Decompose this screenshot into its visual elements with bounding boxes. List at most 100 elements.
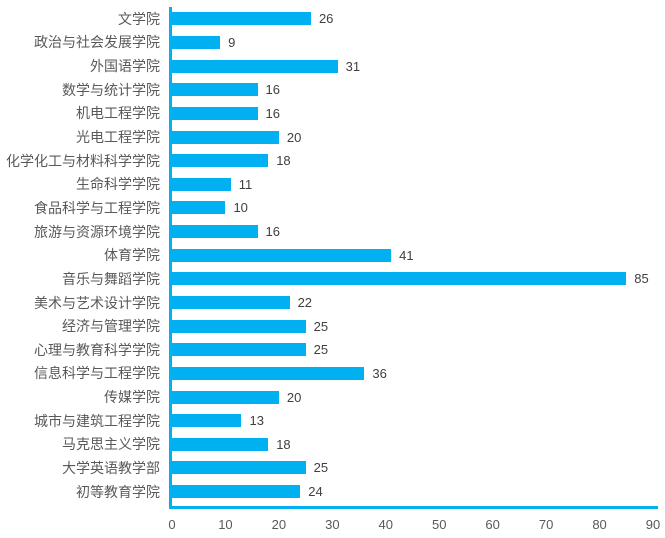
bar-track: 20: [169, 125, 653, 149]
x-tick-label: 10: [218, 517, 233, 532]
y-axis-line: [169, 7, 172, 508]
x-tick-label: 70: [538, 517, 554, 532]
x-tick-label: 30: [325, 517, 340, 532]
category-label: 化学化工与材料科学学院: [6, 152, 160, 169]
bar: [172, 296, 290, 309]
bar-track: 16: [169, 220, 653, 244]
value-label: 9: [228, 34, 236, 50]
bar-row: 初等教育学院 24: [0, 480, 653, 504]
category-label: 音乐与舞蹈学院: [62, 270, 160, 287]
value-label: 25: [313, 460, 329, 476]
bar: [172, 390, 279, 404]
bar-row: 城市与建筑工程学院 13: [0, 409, 653, 433]
x-tick-label: 60: [485, 517, 500, 532]
bar-row: 大学英语教学部 25: [0, 456, 653, 480]
x-axis-ticks: 0 10 20 30 40 50 60 70 80 90: [168, 517, 660, 533]
bar-row: 生命科学学院 11: [0, 172, 653, 196]
category-label: 马克思主义学院: [62, 436, 160, 453]
bar-track: 10: [169, 196, 653, 220]
bar-row: 信息科学与工程学院 36: [0, 362, 653, 386]
bar-track: 18: [169, 433, 653, 457]
bar: [172, 201, 226, 215]
value-label: 16: [265, 82, 280, 98]
bar-row: 机电工程学院 16: [0, 102, 653, 126]
x-tick-label: 80: [592, 517, 607, 532]
bar: [172, 154, 269, 168]
bar-track: 85: [169, 267, 653, 291]
bar-track: 11: [169, 172, 653, 196]
category-label: 经济与管理学院: [62, 318, 160, 335]
bar: [172, 59, 338, 73]
category-label: 心理与教育科学学院: [34, 341, 160, 358]
category-label: 外国语学院: [90, 58, 160, 75]
bar-track: 25: [169, 338, 653, 362]
bar-row: 光电工程学院 20: [0, 125, 653, 149]
category-label: 光电工程学院: [76, 129, 160, 146]
bar-row: 外国语学院 31: [0, 54, 653, 78]
bar-row: 数学与统计学院 16: [0, 78, 653, 102]
bar-track: 22: [169, 291, 653, 315]
bar: [172, 248, 392, 262]
bar-row: 马克思主义学院 18: [0, 433, 653, 457]
category-label: 初等教育学院: [76, 483, 160, 500]
bar-row: 音乐与舞蹈学院 85: [0, 267, 653, 291]
bar-row: 心理与教育科学学院 25: [0, 338, 653, 362]
value-label: 16: [265, 105, 280, 121]
bar-row: 体育学院 41: [0, 243, 653, 267]
category-label: 信息科学与工程学院: [34, 365, 160, 382]
category-label: 城市与建筑工程学院: [34, 412, 160, 429]
value-label: 18: [276, 436, 291, 452]
x-tick-label: 40: [378, 517, 393, 532]
value-label: 24: [308, 484, 323, 500]
category-label: 机电工程学院: [76, 105, 160, 122]
bar: [172, 366, 365, 380]
bar-row: 化学化工与材料科学学院 18: [0, 149, 653, 173]
bar: [172, 130, 279, 144]
value-label: 10: [233, 200, 248, 216]
bar-track: 16: [169, 78, 653, 102]
x-axis-line: [169, 506, 658, 509]
value-label: 41: [399, 247, 414, 263]
category-label: 文学院: [118, 10, 160, 27]
category-label: 政治与社会发展学院: [34, 34, 160, 51]
bar: [172, 106, 258, 120]
value-label: 26: [318, 11, 334, 27]
value-label: 20: [286, 129, 302, 145]
bar-row: 食品科学与工程学院 10: [0, 196, 653, 220]
bar-track: 25: [169, 456, 653, 480]
bar: [172, 272, 627, 286]
bar-row: 传媒学院 20: [0, 385, 653, 409]
bar-track: 41: [169, 243, 653, 267]
value-label: 22: [297, 295, 313, 310]
bar-row: 文学院 26: [0, 7, 653, 31]
bar-row: 美术与艺术设计学院 22: [0, 291, 653, 315]
value-label: 16: [265, 224, 280, 240]
bar: [172, 83, 258, 97]
bar: [172, 343, 306, 357]
value-label: 11: [238, 176, 253, 192]
bar: [172, 414, 242, 428]
bar-row: 政治与社会发展学院 9: [0, 31, 653, 55]
value-label: 18: [276, 153, 291, 169]
category-label: 体育学院: [104, 247, 160, 264]
bar-track: 9: [169, 31, 653, 55]
bar: [172, 225, 258, 239]
x-tick-label: 50: [431, 517, 447, 532]
bar: [172, 177, 231, 191]
x-tick-label: 20: [271, 517, 287, 532]
bar-row: 旅游与资源环境学院 16: [0, 220, 653, 244]
value-label: 31: [345, 58, 361, 74]
category-label: 食品科学与工程学院: [34, 199, 160, 216]
bar-track: 16: [169, 102, 653, 126]
bar: [172, 485, 301, 499]
bar-track: 26: [169, 7, 653, 31]
category-label: 数学与统计学院: [62, 81, 160, 98]
value-label: 85: [634, 271, 649, 287]
value-label: 25: [313, 342, 329, 358]
bar: [172, 437, 269, 451]
bar-track: 18: [169, 149, 653, 173]
bar: [172, 319, 306, 333]
plot-rows: 文学院 26 政治与社会发展学院 9 外国语学院 31 数学与统计学院 16 机电工程学院 16 光…: [0, 7, 653, 503]
bar-track: 20: [169, 385, 653, 409]
